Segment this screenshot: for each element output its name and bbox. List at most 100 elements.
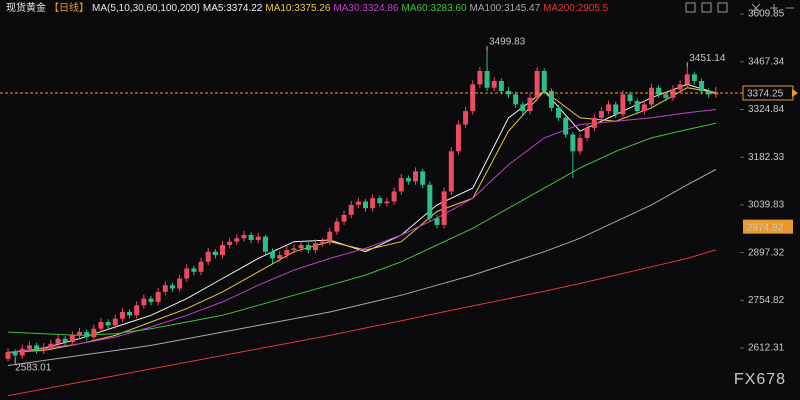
candle-body — [227, 241, 233, 246]
candle-body — [656, 87, 662, 95]
candle-body — [477, 70, 483, 85]
candle-body — [491, 81, 497, 88]
toolbar-button[interactable] — [770, 4, 778, 12]
candle-body — [298, 245, 304, 249]
symbol: 现货黄金 — [6, 1, 46, 14]
y-tick-label: 2612.31 — [748, 343, 785, 354]
candle-body — [427, 184, 433, 219]
candle-body — [19, 348, 25, 356]
candle-body — [48, 343, 54, 348]
candle-body — [34, 345, 40, 351]
candle-body — [127, 311, 133, 316]
candle-body — [162, 285, 168, 292]
candle-body — [134, 305, 140, 316]
candle-body — [370, 198, 376, 209]
candle-body — [148, 298, 154, 302]
y-tick-label: 3467.34 — [748, 56, 785, 67]
candle-body — [84, 332, 90, 338]
candle-body — [649, 87, 654, 105]
candle-body — [334, 221, 340, 232]
legend-entry: MA30:3324.86 — [333, 3, 398, 14]
candle-body — [277, 255, 283, 259]
candle-body — [570, 134, 576, 152]
candle-body — [284, 250, 290, 256]
candle-body — [55, 338, 61, 344]
candle-body — [141, 298, 147, 306]
candle-body — [205, 251, 211, 262]
candle-body — [377, 198, 383, 204]
candle-body — [620, 94, 626, 115]
y-tick-label: 2897.32 — [748, 247, 785, 258]
ma-set: MA(5,10,30,60,100,200) — [92, 3, 200, 14]
toolbar-button[interactable] — [701, 2, 712, 13]
candle-body — [255, 236, 261, 240]
y-tick-label: 3609.85 — [748, 9, 785, 20]
candle-body — [248, 234, 254, 240]
candle-body — [220, 245, 225, 256]
candle-body — [434, 218, 440, 225]
candle-body — [198, 261, 204, 272]
candle-body — [312, 243, 318, 251]
candle-body — [384, 201, 390, 204]
last-price-arrow — [792, 88, 798, 97]
candle-body — [413, 171, 419, 182]
candle-body — [327, 231, 333, 242]
candle-body — [234, 238, 240, 242]
legend-entry: MA60:3283.60 — [401, 3, 466, 14]
candle-body — [177, 278, 183, 289]
candle-body — [627, 94, 633, 102]
candle-body — [12, 352, 18, 356]
toolbar-button[interactable] — [685, 2, 696, 13]
candle-body — [677, 84, 683, 90]
y-tick-label: 3324.84 — [748, 104, 785, 115]
candle-body — [670, 89, 676, 98]
watermark: FX678 — [734, 371, 786, 388]
candle-body — [41, 347, 47, 351]
y-tick-label: 2754.82 — [748, 295, 785, 306]
candle-body — [598, 111, 604, 118]
candle-body — [112, 318, 118, 326]
candle-body — [506, 91, 511, 95]
candle-body — [534, 70, 540, 98]
candle-body — [691, 74, 697, 82]
candle-body — [606, 104, 612, 112]
marked-price-box — [743, 219, 793, 234]
candle-body — [69, 335, 75, 343]
candle-body — [212, 251, 218, 256]
candle-body — [527, 97, 533, 112]
candle-body — [291, 248, 297, 251]
candle-body — [155, 291, 161, 302]
candle-body — [169, 285, 175, 289]
annotation-label: 3451.14 — [689, 53, 726, 64]
candle-body — [541, 70, 547, 92]
candle-body — [241, 234, 247, 239]
toolbar — [685, 2, 794, 13]
candle-body — [262, 236, 268, 252]
candle-body — [556, 107, 562, 118]
candle-body — [684, 74, 690, 85]
candle-body — [62, 338, 68, 343]
candle-body — [463, 111, 469, 125]
candle-body — [398, 178, 404, 192]
candle-body — [420, 171, 426, 185]
header: 现货黄金 【日线】 MA(5,10,30,60,100,200) MA5:3374.2… — [6, 1, 609, 14]
candle-body — [713, 92, 719, 95]
candle-body — [105, 322, 111, 326]
candle-body — [77, 332, 82, 336]
candle-body — [305, 245, 311, 251]
candle-body — [320, 241, 326, 244]
period: 【日线】 — [49, 1, 89, 14]
candle-body — [498, 81, 504, 92]
toolbar-button[interactable] — [751, 3, 761, 13]
candle-body — [119, 311, 125, 319]
candle-body — [98, 322, 104, 329]
candle-body — [663, 94, 669, 98]
candle-body — [706, 91, 712, 95]
candle-body — [191, 268, 197, 272]
candle-body — [577, 137, 583, 152]
last-price-label: 3374.25 — [747, 89, 784, 100]
y-tick-label: 3039.83 — [748, 200, 785, 211]
toolbar-button[interactable] — [717, 2, 728, 13]
candle-body — [355, 201, 361, 205]
marked-price-label: 2974.92 — [747, 222, 784, 233]
